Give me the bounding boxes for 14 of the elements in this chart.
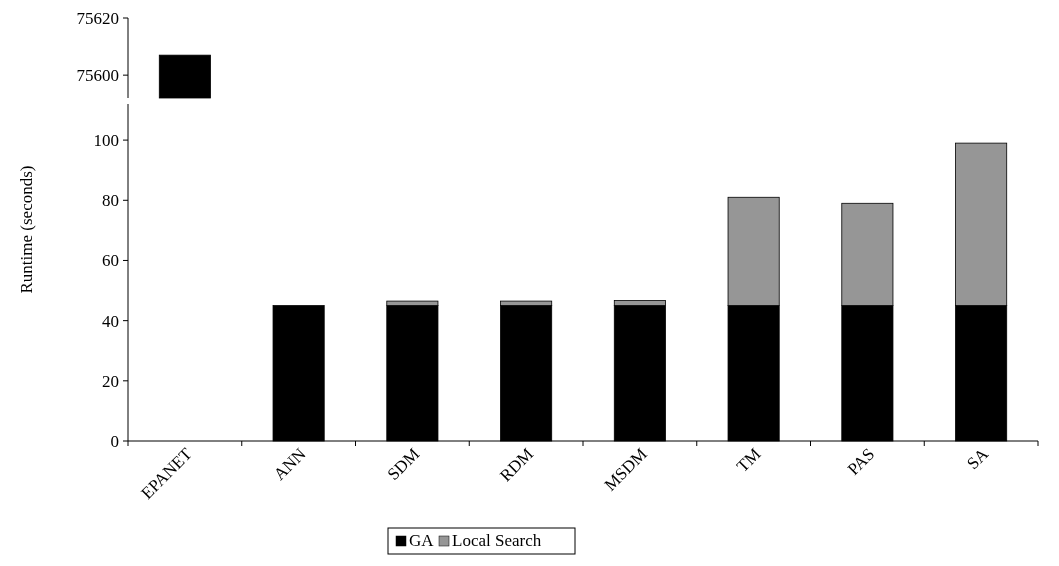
y-tick-label: 20: [102, 371, 119, 391]
y-tick-label: 60: [102, 251, 119, 271]
y-tick-label: 40: [102, 311, 119, 331]
legend-label: GA: [409, 531, 435, 550]
x-tick-label: SA: [963, 443, 993, 474]
legend-label: Local Search: [452, 531, 542, 550]
y-axis-title: Runtime (seconds): [17, 165, 36, 294]
y-tick-label: 75620: [76, 8, 119, 28]
y-tick-label: 0: [110, 431, 119, 451]
y-tick-label: 75600: [76, 66, 119, 86]
x-tick-label: PAS: [843, 444, 879, 479]
y-tick-label: 80: [102, 191, 119, 211]
x-tick-label: TM: [732, 444, 765, 476]
y-tick-label: 100: [93, 131, 119, 151]
